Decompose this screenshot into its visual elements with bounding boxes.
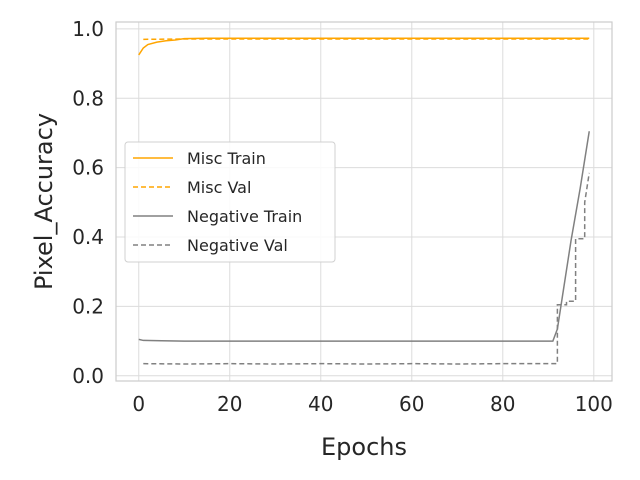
x-tick-label: 0 xyxy=(132,392,145,416)
legend-label: Misc Val xyxy=(187,178,251,197)
y-tick-label: 0.6 xyxy=(72,156,104,180)
legend-label: Negative Train xyxy=(187,207,302,226)
y-tick-label: 0.4 xyxy=(72,225,104,249)
y-tick-label: 1.0 xyxy=(72,17,104,41)
x-tick-label: 80 xyxy=(490,392,515,416)
legend-label: Misc Train xyxy=(187,149,266,168)
y-tick-label: 0.0 xyxy=(72,364,104,388)
series-line-4 xyxy=(143,172,590,365)
legend-box xyxy=(124,141,336,263)
grid xyxy=(116,22,612,381)
legend-label: Negative Val xyxy=(187,236,288,255)
series-line-3 xyxy=(138,131,590,342)
tick-labels: 0 20 40 60 80 100 0.0 0.2 0.4 0.6 0.8 1.0 xyxy=(72,17,613,416)
x-tick-label: 100 xyxy=(575,392,613,416)
x-tick-label: 40 xyxy=(308,392,333,416)
series-line-1 xyxy=(138,37,590,56)
x-tick-label: 20 xyxy=(217,392,242,416)
plot-frame xyxy=(115,21,613,382)
y-tick-label: 0.8 xyxy=(72,86,104,110)
x-tick-label: 60 xyxy=(399,392,424,416)
series-lines xyxy=(138,37,590,365)
x-axis-title: Epochs xyxy=(321,433,407,461)
y-axis-title: Pixel_Accuracy xyxy=(30,113,58,290)
y-tick-label: 0.2 xyxy=(72,294,104,318)
legend: Misc Train Misc Val Negative Train Negative… xyxy=(124,141,336,263)
